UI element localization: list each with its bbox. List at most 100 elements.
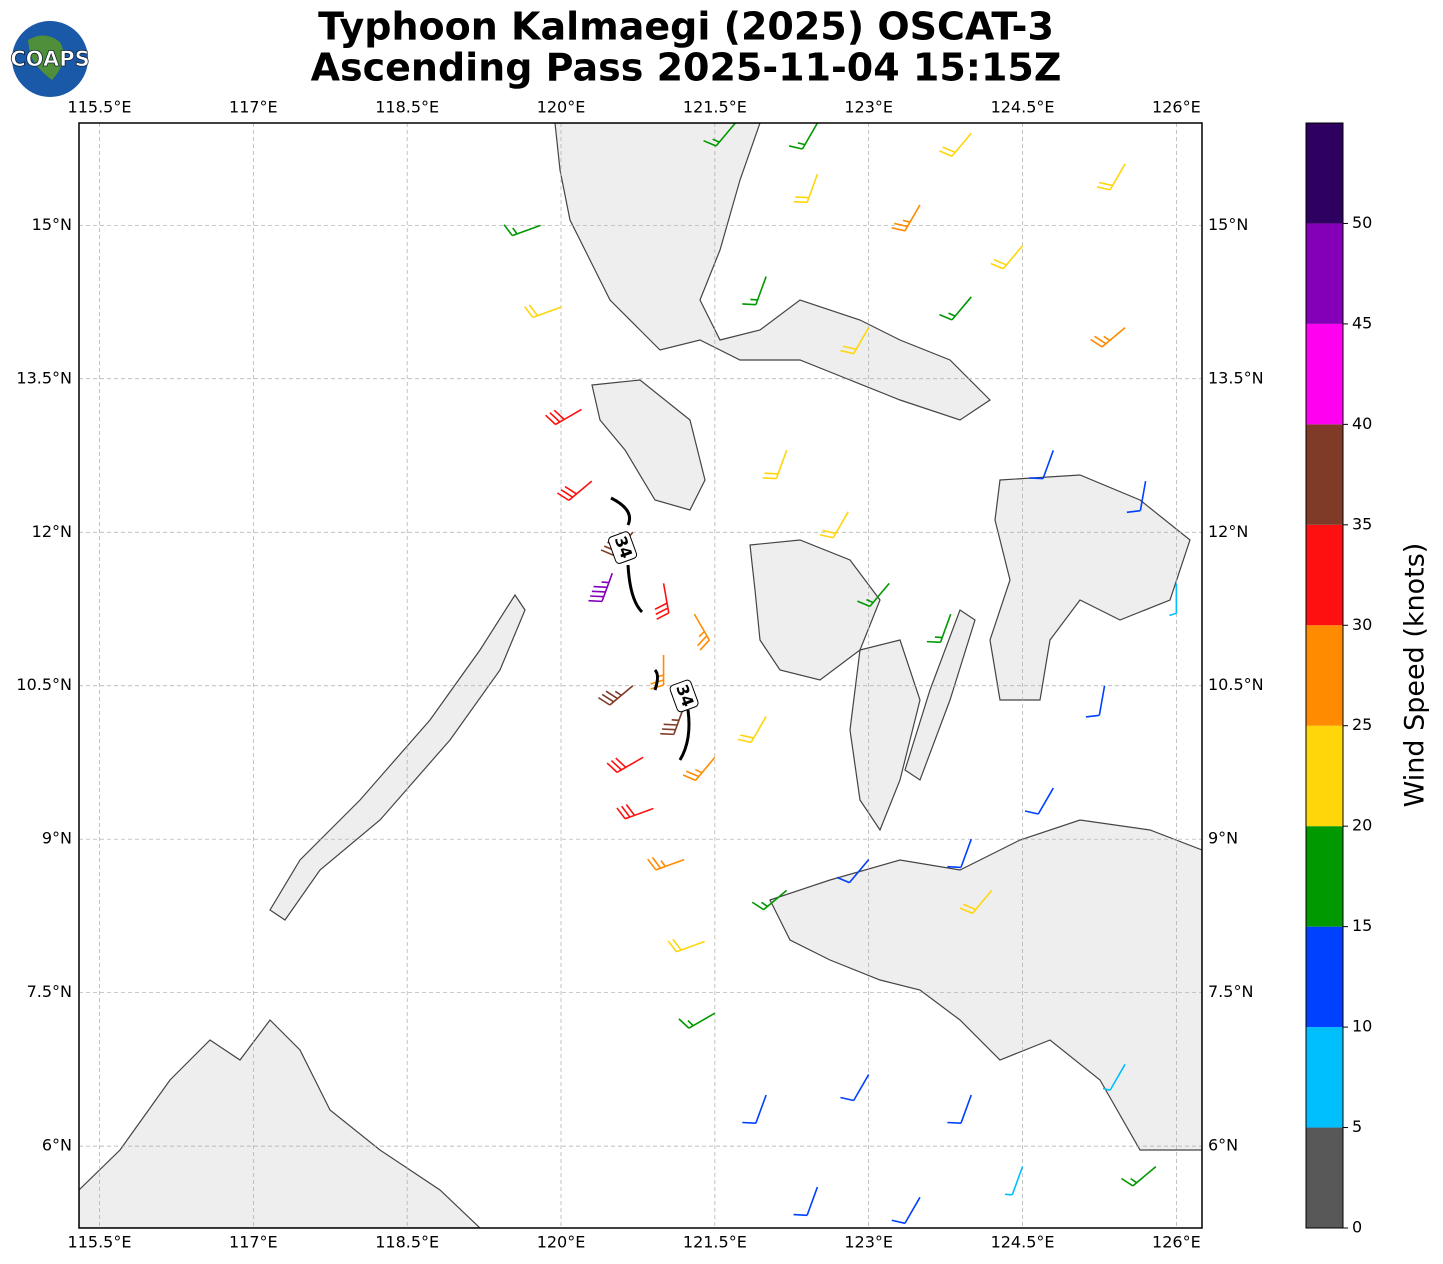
wind-barb	[819, 511, 849, 539]
land	[849, 639, 921, 832]
colorbar-tick-label: 35	[1352, 514, 1372, 533]
logo-land	[28, 35, 64, 80]
wind-barb	[654, 583, 670, 620]
wind-barb	[926, 613, 952, 644]
y-tick-label: 7.5°N	[1208, 982, 1253, 1001]
x-tick-label: 120°E	[537, 1233, 586, 1252]
wind-barb	[1029, 450, 1055, 480]
colorbar: 0 5 10 15 20 25 30 35 40 45 50	[1305, 122, 1372, 1237]
x-tick-label: 124.5°E	[991, 98, 1055, 117]
wind-barb	[1121, 1165, 1157, 1187]
wind-barb	[588, 572, 614, 603]
ticks: 115.5°E 115.5°E 117°E 117°E 118.5°E 118.5°E 12…	[16, 98, 1263, 1252]
y-tick-label: 7.5°N	[27, 982, 72, 1001]
wind-barb	[762, 450, 788, 480]
y-tick-label: 6°N	[42, 1136, 72, 1155]
wind-barb	[751, 889, 788, 911]
wind-barb	[606, 756, 644, 774]
wind-barb	[1102, 1063, 1126, 1092]
wind-barb	[616, 804, 654, 820]
wind-barb	[793, 1186, 819, 1217]
x-tick-label: 124.5°E	[991, 1233, 1055, 1252]
contour-34	[610, 496, 644, 614]
y-tick-label: 10.5°N	[1208, 675, 1264, 694]
colorbar-tick-label: 50	[1352, 213, 1372, 232]
y-tick-label: 9°N	[1208, 829, 1238, 848]
colorbar-segment	[1306, 926, 1343, 1028]
colorbar-tick-label: 0	[1352, 1218, 1362, 1237]
wind-barb	[1096, 163, 1126, 191]
wind-barb	[703, 123, 736, 147]
colorbar-segment	[1306, 1127, 1343, 1228]
wind-barb	[660, 705, 685, 736]
x-tick-label: 121.5°E	[683, 1233, 747, 1252]
wind-barb	[503, 224, 541, 237]
x-tick-label: 117°E	[229, 1233, 278, 1252]
contour-label-box	[608, 531, 638, 564]
wind-barb	[891, 204, 921, 232]
wind-barb	[742, 1094, 767, 1124]
logo: COAPS	[10, 21, 90, 97]
land	[269, 593, 526, 921]
land	[769, 819, 1202, 1151]
wind-barb	[597, 685, 634, 706]
wind-barb	[647, 856, 685, 871]
wind-barb	[667, 938, 705, 953]
y-tick-label: 12°N	[32, 522, 72, 541]
wind-barb	[939, 132, 972, 157]
grid	[79, 123, 1202, 1228]
y-tick-label: 12°N	[1208, 522, 1248, 541]
colorbar-tick-label: 20	[1352, 816, 1372, 835]
contour-34	[653, 668, 691, 761]
land	[749, 539, 881, 681]
x-tick-label: 123°E	[844, 1233, 893, 1252]
colorbar-tick-label: 10	[1352, 1017, 1372, 1036]
wind-barb	[682, 756, 716, 782]
colorbar-tick-label: 30	[1352, 615, 1372, 634]
wind-barb	[742, 276, 767, 306]
wind-barb	[840, 1074, 870, 1102]
wind-barb	[836, 859, 870, 884]
colorbar-segment	[1306, 223, 1343, 324]
x-tick-label: 115.5°E	[68, 98, 132, 117]
colorbar-segment	[1306, 524, 1343, 626]
x-tick-label: 123°E	[844, 98, 893, 117]
y-tick-label: 6°N	[1208, 1136, 1238, 1155]
wind-barb	[990, 245, 1024, 270]
x-tick-label: 118.5°E	[375, 98, 439, 117]
wind-barb	[556, 480, 593, 502]
colorbar-tick-label: 45	[1352, 313, 1372, 332]
contour-label: 34	[608, 531, 638, 564]
map-frame	[78, 122, 1203, 1229]
wind-barb	[947, 1094, 972, 1124]
colorbar-segment	[1306, 625, 1343, 726]
wind-barb	[840, 327, 870, 355]
barbs	[503, 123, 1178, 1225]
x-tick-label: 121.5°E	[683, 98, 747, 117]
colorbar-segment	[1306, 424, 1343, 525]
wind-barb	[1090, 327, 1126, 348]
colorbar-segment	[1306, 323, 1343, 425]
y-tick-label: 15°N	[1208, 215, 1248, 234]
land	[79, 1019, 481, 1228]
y-tick-label: 10.5°N	[16, 675, 72, 694]
wind-barb	[857, 582, 890, 608]
wind-barb	[939, 296, 972, 321]
x-tick-label: 115.5°E	[68, 1233, 132, 1252]
wind-barb	[1004, 1166, 1024, 1196]
wind-barb	[737, 716, 767, 744]
colorbar-tick-label: 15	[1352, 916, 1372, 935]
contour-label-box	[669, 679, 699, 713]
land	[904, 609, 976, 781]
colorbar-segment	[1306, 826, 1343, 927]
colorbar-tick-label: 40	[1352, 414, 1372, 433]
wind-barb	[959, 889, 993, 915]
colorbar-tick-label: 25	[1352, 715, 1372, 734]
wind-barb	[545, 408, 582, 426]
y-tick-label: 13.5°N	[1208, 368, 1264, 387]
colorbar-tick-label: 5	[1352, 1117, 1362, 1136]
colorbar-segment	[1306, 1027, 1343, 1128]
land	[989, 474, 1191, 701]
